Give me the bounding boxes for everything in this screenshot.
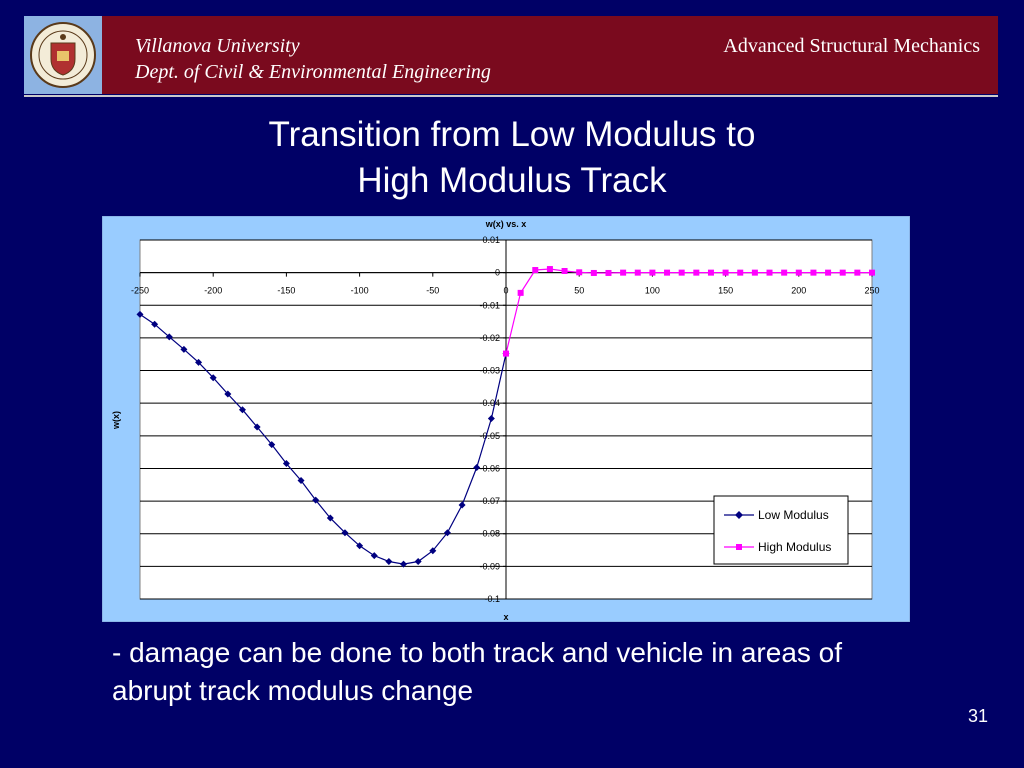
data-point-high-modulus <box>839 269 846 276</box>
data-point-low-modulus <box>312 496 320 504</box>
page-number: 31 <box>967 706 988 726</box>
data-point-low-modulus <box>282 460 290 468</box>
data-point-high-modulus <box>825 269 832 276</box>
legend-low-modulus-marker <box>735 511 743 519</box>
data-point-low-modulus <box>443 529 451 537</box>
x-tick-label: 150 <box>718 286 733 296</box>
data-point-high-modulus <box>810 269 817 276</box>
y-tick-label: -0.07 <box>479 496 500 506</box>
data-point-high-modulus <box>532 267 539 274</box>
data-point-low-modulus <box>297 477 305 485</box>
data-point-low-modulus <box>165 333 173 341</box>
data-point-high-modulus <box>561 268 568 275</box>
header-bar <box>24 16 998 94</box>
legend-high-modulus-marker <box>736 544 742 550</box>
data-point-high-modulus <box>693 269 700 276</box>
data-point-low-modulus <box>370 552 378 560</box>
series-line-low-modulus <box>139 313 507 565</box>
data-point-low-modulus <box>458 501 466 509</box>
data-point-high-modulus <box>517 289 524 296</box>
x-tick-label: -250 <box>131 286 149 296</box>
data-point-low-modulus <box>473 463 481 471</box>
data-point-low-modulus <box>414 557 422 565</box>
data-point-high-modulus <box>590 269 597 276</box>
data-point-high-modulus <box>795 269 802 276</box>
data-point-low-modulus <box>429 547 437 555</box>
x-tick-label: 0 <box>503 286 508 296</box>
slide-title: Transition from Low Modulus to High Modu… <box>0 112 1024 204</box>
university-seal <box>24 16 102 94</box>
x-tick-label: -100 <box>351 286 369 296</box>
data-point-low-modulus <box>224 390 232 398</box>
y-tick-label: -0.04 <box>479 398 500 408</box>
slide-title-line1: Transition from Low Modulus to <box>268 115 756 154</box>
data-point-high-modulus <box>634 269 641 276</box>
x-tick-label: -200 <box>204 286 222 296</box>
chart-container: 0.01 0 -0.01 -0.02 -0.03 -0.04 -0.05 -0.06 -0.07… <box>101 215 911 623</box>
x-tick-label: 100 <box>645 286 660 296</box>
y-tick-label: -0.06 <box>479 463 500 473</box>
data-point-high-modulus <box>869 269 875 276</box>
data-point-low-modulus <box>238 406 246 414</box>
data-point-low-modulus <box>385 557 393 565</box>
data-point-high-modulus <box>620 269 627 276</box>
university-name: Villanova University <box>135 35 300 57</box>
legend-low-modulus-label: Low Modulus <box>758 508 829 522</box>
header-divider <box>24 95 998 97</box>
legend-high-modulus-label: High Modulus <box>758 540 831 554</box>
data-point-low-modulus <box>195 358 203 366</box>
data-point-high-modulus <box>737 269 744 276</box>
bullet-text: - damage can be done to both track and v… <box>112 637 843 706</box>
data-point-high-modulus <box>503 350 509 357</box>
data-point-high-modulus <box>751 269 758 276</box>
data-point-high-modulus <box>781 269 788 276</box>
seal-icon <box>30 22 96 88</box>
y-tick-label: -0.1 <box>484 594 500 604</box>
data-point-low-modulus <box>487 415 495 423</box>
data-point-low-modulus <box>356 542 364 550</box>
y-tick-label: 0 <box>495 268 500 278</box>
slide-title-line2: High Modulus Track <box>357 161 667 200</box>
data-point-high-modulus <box>854 269 861 276</box>
data-point-low-modulus <box>341 529 349 537</box>
data-point-high-modulus <box>722 269 729 276</box>
data-point-low-modulus <box>136 310 144 318</box>
x-tick-label: 50 <box>574 286 584 296</box>
x-tick-label: 200 <box>791 286 806 296</box>
data-point-low-modulus <box>209 374 217 382</box>
y-axis-label: w(x) <box>111 411 121 430</box>
legend-box <box>713 495 849 565</box>
chart-title: w(x) vs. x <box>485 219 527 229</box>
x-tick-label: -50 <box>426 286 439 296</box>
data-point-low-modulus <box>268 441 276 449</box>
data-point-high-modulus <box>678 269 685 276</box>
data-point-high-modulus <box>664 269 671 276</box>
course-name: Advanced Structural Mechanics <box>723 35 980 57</box>
y-tick-label: -0.05 <box>479 431 500 441</box>
data-point-low-modulus <box>253 423 261 431</box>
y-tick-label: -0.01 <box>479 300 500 310</box>
chart-legend: Low Modulus High Modulus <box>713 495 849 565</box>
data-point-low-modulus <box>400 560 408 568</box>
y-tick-label: -0.02 <box>479 333 500 343</box>
data-point-high-modulus <box>546 266 553 273</box>
y-tick-label: -0.03 <box>479 366 500 376</box>
x-tick-label: -150 <box>277 286 295 296</box>
data-point-high-modulus <box>766 269 773 276</box>
data-point-low-modulus <box>151 320 159 328</box>
data-point-high-modulus <box>576 269 583 276</box>
data-point-low-modulus <box>180 345 188 353</box>
data-point-high-modulus <box>707 269 714 276</box>
y-tick-label: -0.09 <box>479 561 500 571</box>
y-tick-label: 0.01 <box>482 235 500 245</box>
data-point-low-modulus <box>326 514 334 522</box>
x-tick-label: 250 <box>864 286 879 296</box>
y-tick-label: -0.08 <box>479 529 500 539</box>
data-point-high-modulus <box>649 269 656 276</box>
chart-svg: 0.010-0.01-0.02-0.03-0.04-0.05-0.06-0.07… <box>101 215 911 623</box>
data-point-high-modulus <box>605 269 612 276</box>
department-name: Dept. of Civil & Environmental Engineeri… <box>135 61 491 83</box>
x-axis-label: x <box>503 612 508 622</box>
